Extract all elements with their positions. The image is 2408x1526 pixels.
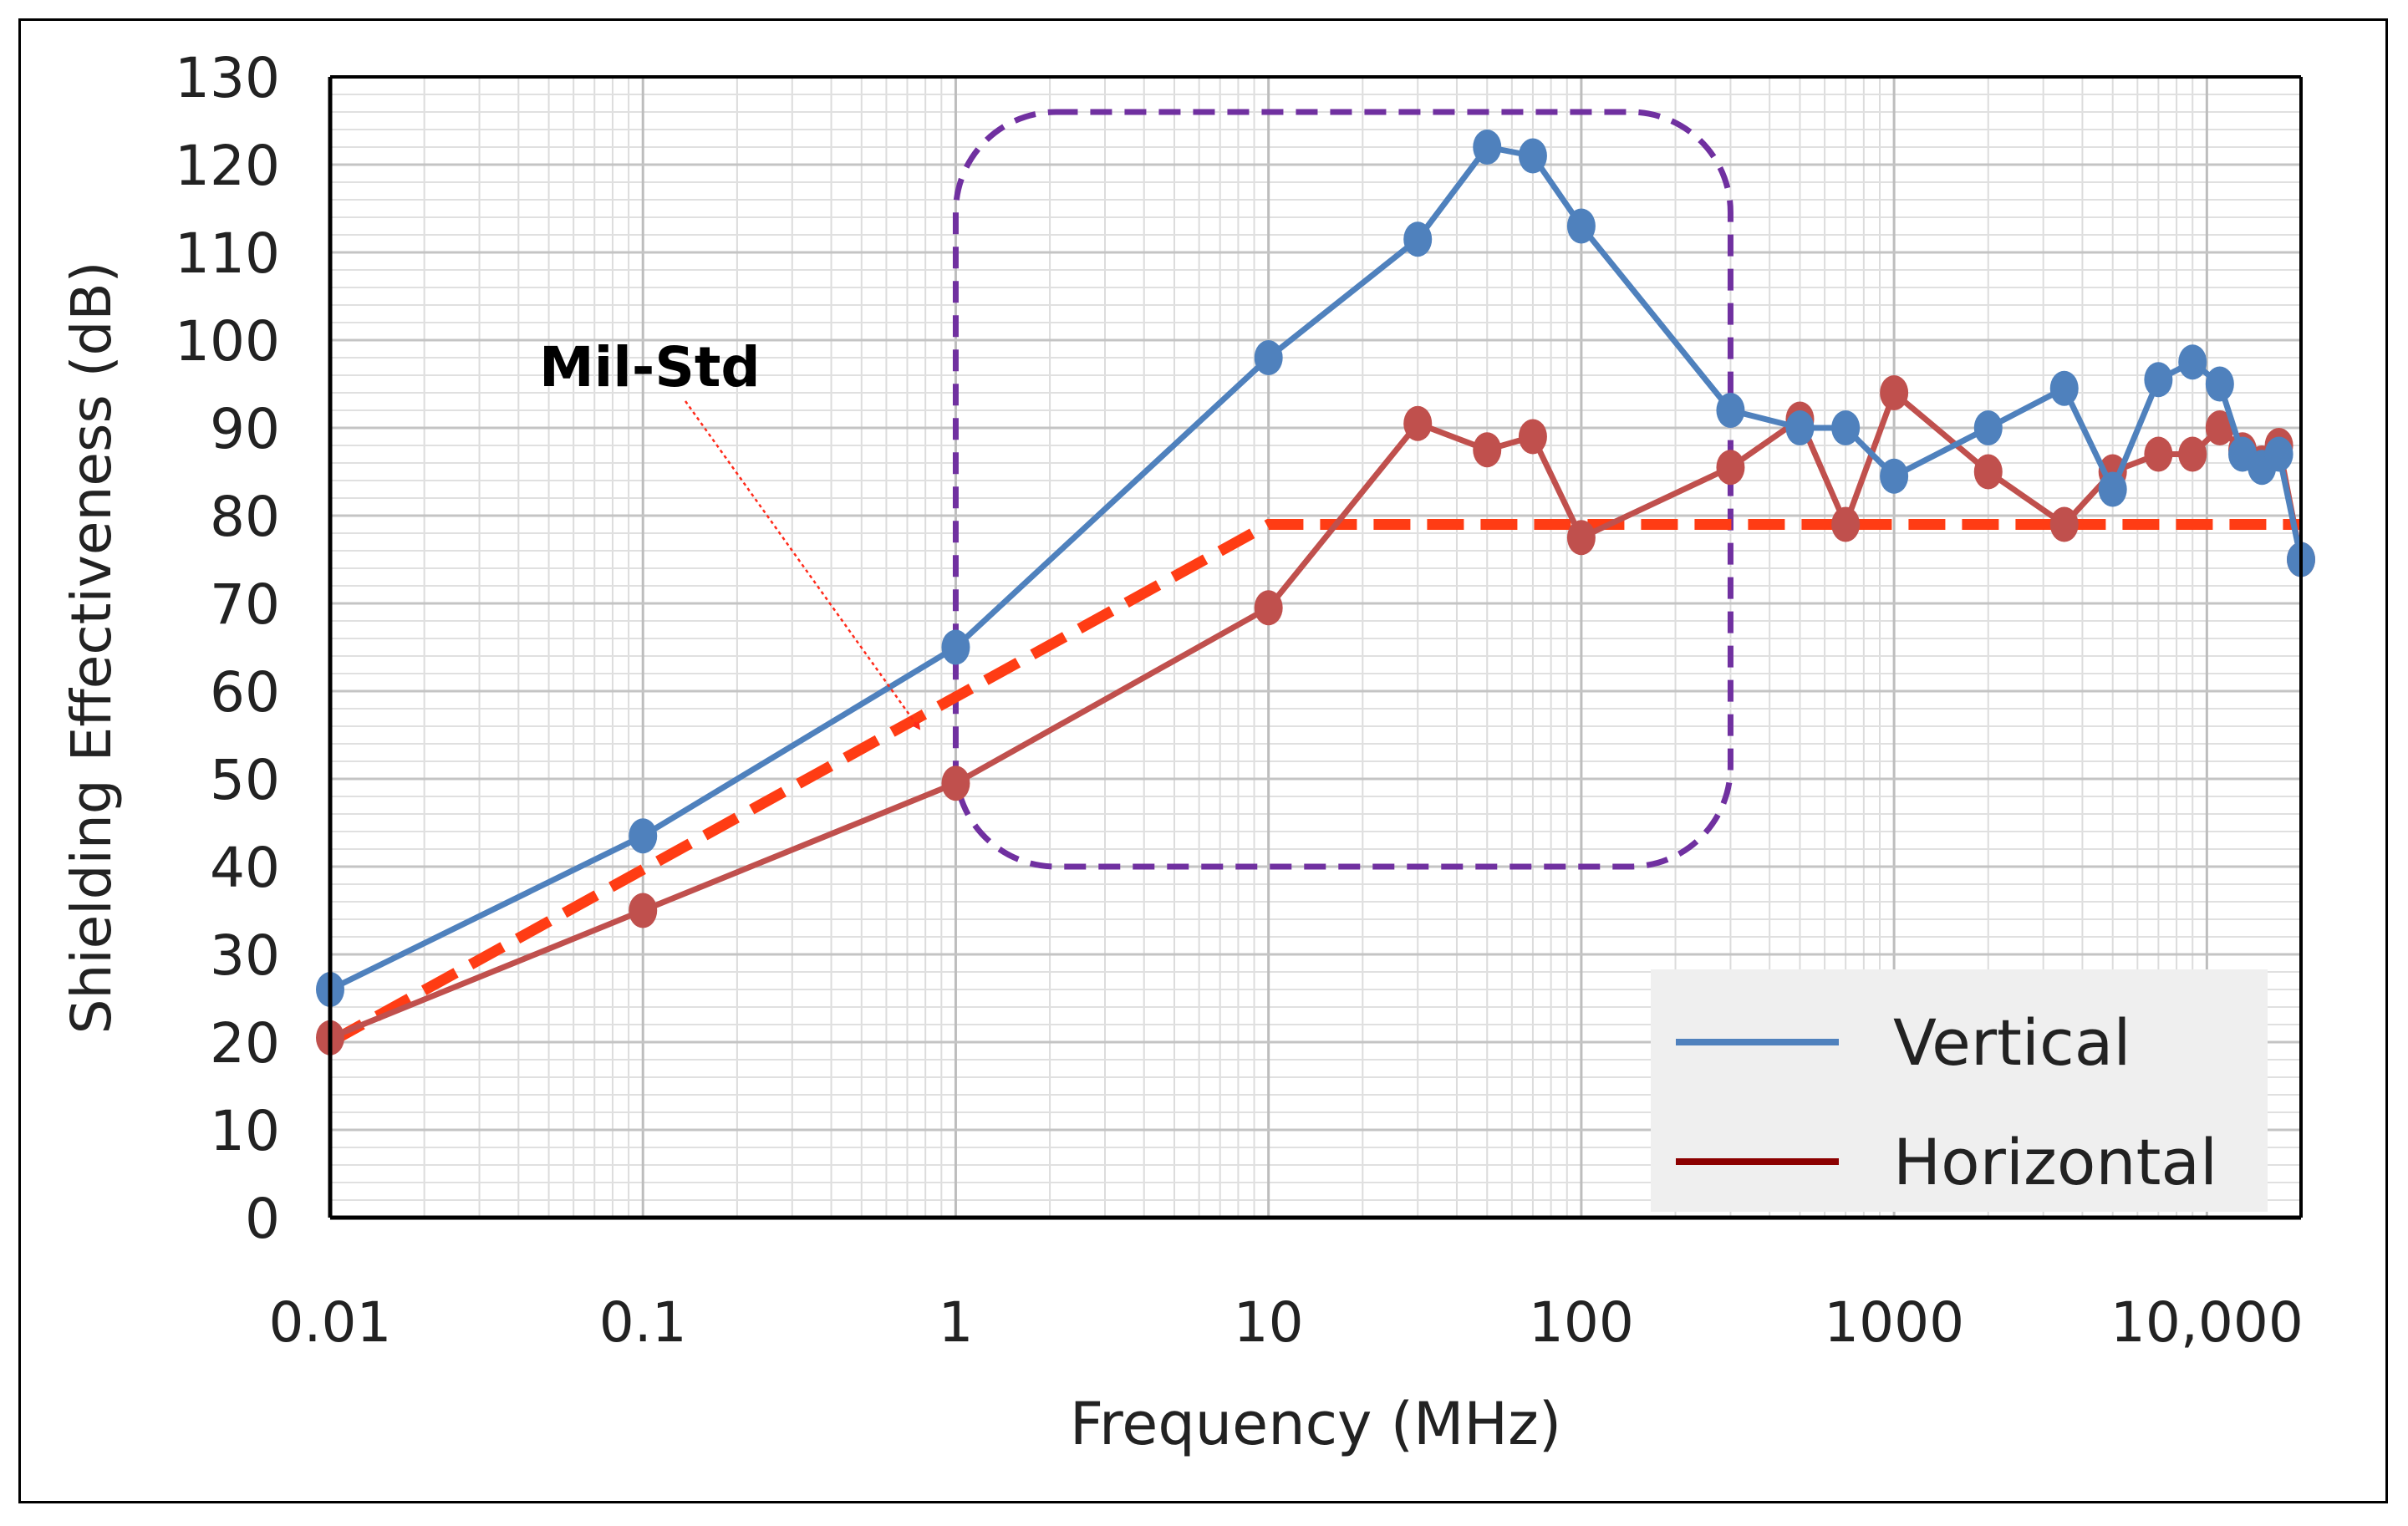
x-tick-label: 10 [1234,1290,1304,1355]
y-tick-label: 50 [210,748,280,812]
horizontal-point [1473,432,1502,468]
horizontal-point [941,766,970,801]
mil-std-line [327,519,2301,1047]
horizontal-point [1973,454,2003,490]
horizontal-line [328,389,2304,1040]
vertical-point [2098,471,2127,507]
horizontal-point [1880,375,1909,410]
horizontal-point [2049,506,2079,542]
mil-std-limit [327,519,2301,1047]
vertical-point [941,629,970,665]
mil-std-arrow [684,400,921,730]
legend: Vertical Horizontal [1651,969,2268,1212]
vertical-point [1254,340,1283,375]
x-tick-label: 1 [938,1290,973,1355]
x-tick-label: 100 [1529,1290,1634,1355]
x-tick-label: 0.1 [599,1290,687,1355]
vertical-point [1973,410,2003,445]
x-tick-label: 1000 [1824,1290,1964,1355]
y-tick-label: 0 [245,1187,280,1251]
horizontal-point [1566,520,1596,556]
vertical-point [1880,458,1909,494]
x-tick-label: 0.01 [269,1290,392,1355]
horizontal-point [1254,590,1283,626]
y-tick-label: 40 [210,836,280,900]
axes [328,75,2303,1220]
x-tick-labels: 0.01 0.1 1 10 100 1000 10,000 [269,1290,2304,1355]
y-axis-label: Shielding Effectiveness (dB) [59,262,124,1035]
horizontal-point [2144,436,2173,472]
legend-label-vertical: Vertical [1893,1005,2131,1080]
y-tick-label: 80 [210,485,280,549]
y-tick-label: 90 [210,397,280,461]
horizontal-point [2205,410,2234,445]
y-tick-label: 70 [210,572,280,637]
y-tick-label: 20 [210,1011,280,1076]
horizontal-point [1403,405,1433,441]
horizontal-point [1716,450,1745,486]
y-tick-label: 120 [175,134,280,198]
vertical-point [1518,138,1547,174]
vertical-point [1473,130,1502,165]
highlight-box [952,109,1733,870]
vertical-line [328,144,2304,993]
y-tick-label: 30 [210,923,280,988]
y-tick-label: 130 [175,46,280,110]
y-tick-label: 10 [210,1099,280,1163]
highlight-region [952,109,1733,870]
horizontal-point [2178,436,2207,472]
y-tick-label: 60 [210,660,280,725]
vertical-point [1831,410,1861,445]
x-tick-label: 10,000 [2110,1290,2304,1355]
horizontal-point [1518,419,1547,455]
y-tick-labels: 0 10 20 30 40 50 60 70 80 90 100 110 120 130 [175,46,280,1251]
x-axis-label: Frequency (MHz) [1070,1390,1561,1458]
vertical-point [1566,208,1596,244]
vertical-point [1403,221,1433,257]
mil-std-label: Mil-Std [539,335,761,399]
vertical-point [2144,362,2173,398]
legend-background [1651,969,2268,1212]
mil-std-annotation: Mil-Std [539,335,921,730]
y-tick-label: 100 [175,309,280,374]
horizontal-point [629,893,658,928]
vertical-point [2049,370,2079,406]
vertical-point [629,818,658,854]
vertical-point [1716,393,1745,428]
vertical-point [1785,410,1815,445]
vertical-series [316,130,2315,1007]
y-tick-label: 110 [175,221,280,286]
horizontal-point [1831,506,1861,542]
vertical-point [2178,344,2207,380]
vertical-point [2205,366,2234,402]
vertical-point [2264,436,2293,472]
legend-label-horizontal: Horizontal [1893,1125,2217,1199]
